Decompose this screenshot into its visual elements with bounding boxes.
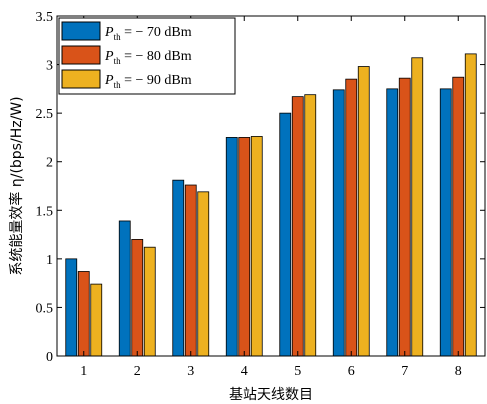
plot-frame xyxy=(56,15,486,357)
bar-series-1-cat-8 xyxy=(439,88,452,357)
bar-series-2-cat-8 xyxy=(452,76,465,357)
y-tick-label: 1 xyxy=(46,253,53,268)
x-tick-label: 1 xyxy=(80,364,87,379)
bar-series-1-cat-6 xyxy=(332,89,345,357)
x-tick-label: 8 xyxy=(455,364,462,379)
bar-series-1-cat-1 xyxy=(65,258,78,357)
bar-series-3-cat-4 xyxy=(250,136,263,357)
legend-value: = − 80 dBm xyxy=(121,49,192,64)
bar-series-3-cat-2 xyxy=(143,246,156,357)
bar-series-3-cat-3 xyxy=(197,191,210,357)
legend-label-2: Pth = − 80 dBm xyxy=(104,49,192,66)
legend-label-1: Pth = − 70 dBm xyxy=(104,25,192,42)
legend-swatch-2 xyxy=(61,45,101,65)
x-axis-ticks: 1 2 3 4 5 6 7 8 xyxy=(80,16,462,379)
legend-swatch-3 xyxy=(61,69,101,89)
legend-symbol: P xyxy=(104,49,114,64)
y-tick-label: 3.5 xyxy=(36,10,54,25)
legend-value: = − 90 dBm xyxy=(121,73,192,88)
bar-series-2-cat-4 xyxy=(238,137,251,357)
bar-series-3-cat-1 xyxy=(90,283,103,357)
x-tick-label: 4 xyxy=(241,364,248,379)
legend-symbol: P xyxy=(104,73,114,88)
legend-value: = − 70 dBm xyxy=(121,25,192,40)
y-axis-label: 系统能量效率 η/(bps/Hz/W) xyxy=(8,96,25,275)
bar-series-2-cat-7 xyxy=(398,77,411,357)
bar-series-2-cat-5 xyxy=(291,96,304,357)
y-tick-label: 0 xyxy=(46,350,53,365)
legend-label-3: Pth = − 90 dBm xyxy=(104,73,192,90)
x-axis-label: 基站天线数目 xyxy=(229,386,313,403)
bar-series-1-cat-7 xyxy=(386,88,399,357)
x-tick-label: 3 xyxy=(187,364,194,379)
bar-series-2-cat-6 xyxy=(345,78,358,357)
legend-symbol: P xyxy=(104,25,114,40)
y-tick-label: 2 xyxy=(46,156,53,171)
y-axis-ticks: 0 0.5 1 1.5 2 2.5 3 3.5 xyxy=(36,10,485,365)
bar-series-1-cat-4 xyxy=(225,137,238,357)
x-tick-label: 7 xyxy=(401,364,408,379)
legend-subscript: th xyxy=(114,80,122,90)
bar-series-3-cat-5 xyxy=(304,94,317,357)
bars-layer xyxy=(65,53,477,357)
legend-subscript: th xyxy=(114,32,122,42)
bar-series-2-cat-1 xyxy=(77,271,90,357)
y-tick-label: 3 xyxy=(46,59,53,74)
bar-series-1-cat-5 xyxy=(279,112,292,357)
x-tick-label: 6 xyxy=(348,364,355,379)
x-tick-label: 2 xyxy=(134,364,141,379)
bar-series-1-cat-2 xyxy=(118,220,131,357)
y-tick-label: 1.5 xyxy=(36,204,54,219)
legend-subscript: th xyxy=(114,56,122,66)
x-tick-label: 5 xyxy=(294,364,301,379)
bar-series-2-cat-3 xyxy=(184,184,197,357)
bar-series-3-cat-7 xyxy=(411,57,424,357)
legend-swatch-1 xyxy=(61,21,101,41)
bar-series-3-cat-6 xyxy=(357,66,370,357)
bar-series-3-cat-8 xyxy=(464,53,477,357)
bar-series-1-cat-3 xyxy=(172,179,185,357)
y-tick-label: 0.5 xyxy=(36,301,54,316)
y-tick-label: 2.5 xyxy=(36,107,54,122)
bar-series-2-cat-2 xyxy=(131,239,144,357)
